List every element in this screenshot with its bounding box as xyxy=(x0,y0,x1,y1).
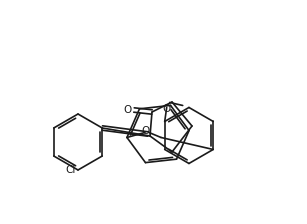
Text: O: O xyxy=(142,127,150,136)
Text: Cl: Cl xyxy=(66,165,76,175)
Text: O: O xyxy=(163,104,171,114)
Text: O: O xyxy=(124,105,132,115)
